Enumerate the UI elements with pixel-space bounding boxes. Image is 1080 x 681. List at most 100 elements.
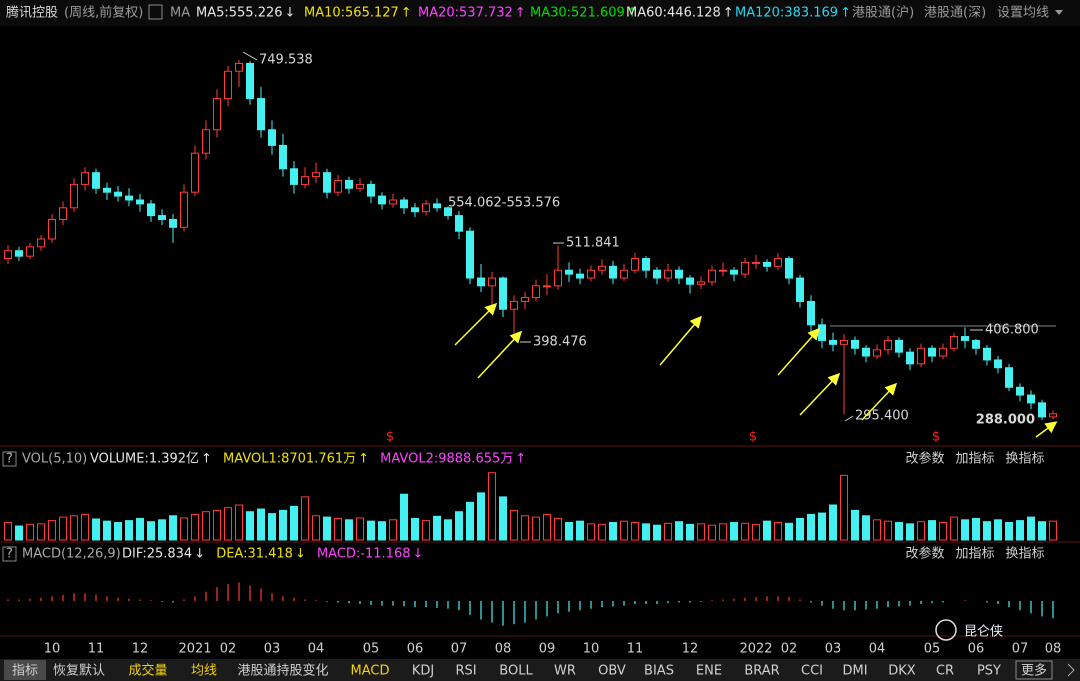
candle-body <box>279 144 287 170</box>
tab[interactable]: 恢复默认 <box>53 663 105 679</box>
tab[interactable]: KDJ <box>412 664 434 679</box>
candle-body <box>444 207 452 217</box>
volume-bar <box>576 520 584 541</box>
volume-bar <box>444 519 452 541</box>
candle-body <box>411 207 419 213</box>
volume-bar <box>1038 521 1046 541</box>
tab[interactable]: BIAS <box>644 664 674 679</box>
panel-button[interactable]: 改参数 <box>905 451 944 467</box>
volume-bar <box>334 517 342 541</box>
volume-bar <box>169 515 177 541</box>
candle-body <box>180 191 188 228</box>
candle-body <box>752 261 760 264</box>
highlight-arrow <box>477 330 523 379</box>
indicator-trend: ↑ <box>201 452 212 467</box>
volume-bar <box>950 516 958 541</box>
ma-trend: ↑ <box>840 6 851 21</box>
tab[interactable]: 成交量 <box>128 663 167 679</box>
price-annotation: 749.538 <box>259 53 313 68</box>
tab[interactable]: BRAR <box>744 664 779 679</box>
candle-body <box>37 238 45 248</box>
candle-body <box>48 219 56 240</box>
candle-body <box>477 277 485 287</box>
ma-value: MA120:383.169 <box>735 6 838 21</box>
tab[interactable]: WR <box>554 664 576 679</box>
candle-body <box>708 269 716 283</box>
candle-body <box>917 347 925 365</box>
tab[interactable]: 港股通持股变化 <box>237 663 328 679</box>
candle-body <box>103 187 111 193</box>
tab[interactable]: CCI <box>801 664 823 679</box>
candle-body <box>4 250 12 260</box>
panel-button[interactable]: 加指标 <box>955 452 994 467</box>
candle-body <box>378 195 386 205</box>
dropdown-caret <box>1055 10 1063 15</box>
tab-bar <box>0 659 1080 681</box>
tab[interactable]: ENE <box>696 664 722 679</box>
candle-body <box>587 269 595 279</box>
header-link[interactable]: 港股通(深) <box>924 6 986 21</box>
help-icon[interactable] <box>2 546 17 562</box>
tab[interactable]: CR <box>936 664 954 679</box>
tab[interactable]: DKX <box>888 664 916 679</box>
candle-body <box>345 179 353 189</box>
candle-body <box>807 300 815 326</box>
tab[interactable]: 指标 <box>12 664 38 679</box>
macd-title: MACD(12,26,9) <box>22 547 121 562</box>
candle-body <box>70 183 78 209</box>
x-tick-label: 08 <box>495 642 512 657</box>
volume-bar <box>994 519 1002 541</box>
candle-body <box>224 70 232 100</box>
volume-bar <box>840 474 848 541</box>
panel-button[interactable]: 加指标 <box>955 547 994 562</box>
x-tick-label: 02 <box>781 642 798 657</box>
tab[interactable]: DMI <box>842 664 867 679</box>
indicator-trend: ↓ <box>412 547 423 562</box>
volume-bar <box>719 523 727 541</box>
panel-button[interactable]: 换指标 <box>1005 547 1044 562</box>
header-link[interactable]: 港股通(沪) <box>852 5 914 21</box>
tab[interactable]: MACD <box>351 664 390 679</box>
volume-bar <box>565 522 573 541</box>
candle-body <box>26 246 34 257</box>
candle-body <box>939 347 947 357</box>
tab[interactable]: BOLL <box>499 664 533 679</box>
panel-button[interactable]: 换指标 <box>1005 452 1044 467</box>
volume-bar <box>532 516 540 541</box>
candle-body <box>1038 402 1046 418</box>
tab[interactable]: RSI <box>455 664 476 679</box>
candle-body <box>664 269 672 279</box>
candle-body <box>598 265 606 271</box>
volume-bar <box>917 521 925 541</box>
ma-value: MA30:521.609 <box>530 6 625 21</box>
volume-bar <box>510 509 518 541</box>
volume-bar <box>895 522 903 541</box>
help-icon[interactable] <box>2 451 17 467</box>
indicator-value: VOLUME:1.392亿 <box>90 452 199 467</box>
annotation-pointer <box>844 415 854 422</box>
volume-bar <box>642 523 650 541</box>
price-annotation: 288.000 <box>976 413 1035 428</box>
tab[interactable]: 更多 <box>1021 663 1047 679</box>
candle-body <box>521 297 529 302</box>
volume-bar <box>1027 516 1035 541</box>
ma-settings[interactable]: 设置均线 <box>997 6 1049 21</box>
volume-bar <box>202 511 210 541</box>
volume-bar <box>730 522 738 541</box>
candle-body <box>895 339 903 353</box>
volume-bar <box>455 511 463 541</box>
panel-button[interactable]: 改参数 <box>905 546 944 562</box>
volume-title: VOL(5,10) <box>22 452 87 467</box>
highlight-arrow <box>454 302 498 346</box>
volume-bar <box>554 517 562 541</box>
close-icon[interactable] <box>148 4 163 20</box>
tab[interactable]: 均线 <box>191 664 217 679</box>
candle-body <box>235 62 243 72</box>
volume-bar <box>213 509 221 541</box>
candle-body <box>1027 394 1035 404</box>
dividend-marker: $ <box>932 430 940 445</box>
watermark: 昆仑侠 <box>964 625 1003 640</box>
tab[interactable]: PSY <box>977 664 1001 679</box>
tab[interactable]: OBV <box>598 664 626 679</box>
